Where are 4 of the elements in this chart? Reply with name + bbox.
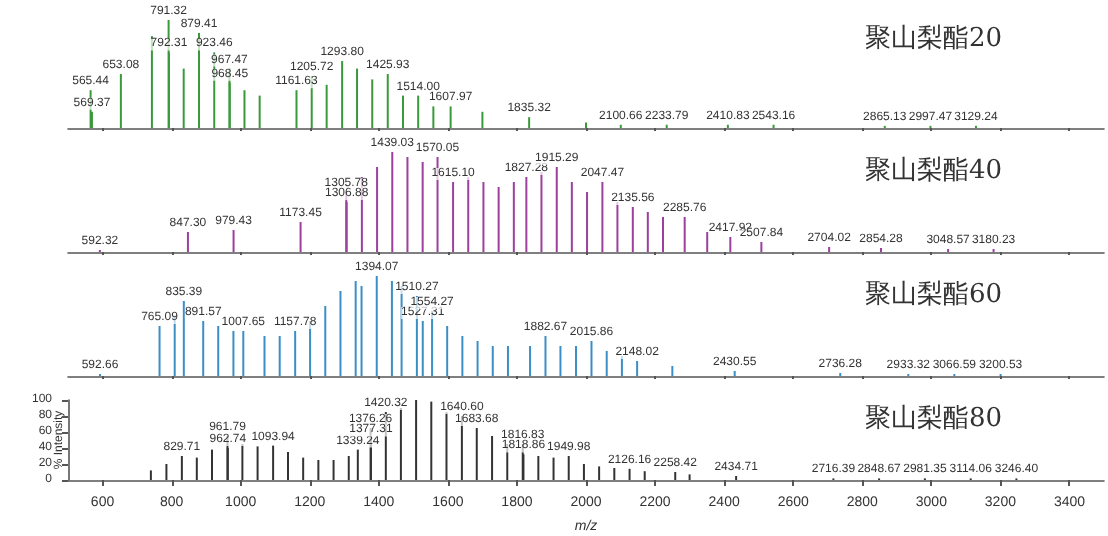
chart-title: 聚山梨酯80 [864, 404, 1003, 434]
chart-title: 聚山梨酯20 [864, 24, 1003, 54]
chart-title: 聚山梨酯60 [864, 280, 1003, 310]
chart-title: 聚山梨酯40 [864, 156, 1003, 186]
